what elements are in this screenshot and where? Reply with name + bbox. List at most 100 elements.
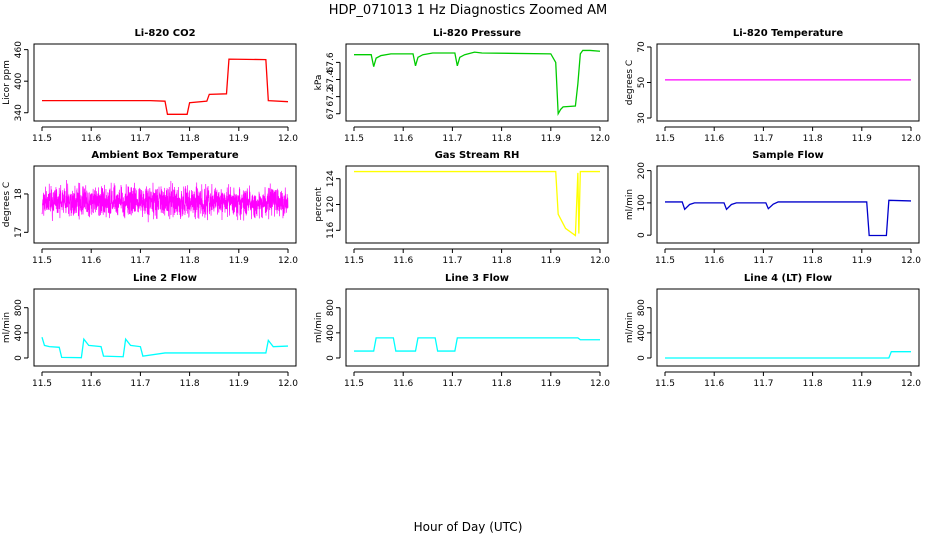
- x-tick-label: 11.5: [655, 256, 675, 266]
- x-tick-label: 11.9: [541, 134, 561, 144]
- figure-title: HDP_071013 1 Hz Diagnostics Zoomed AM: [329, 3, 608, 18]
- y-tick-label: 200: [637, 162, 647, 179]
- panel-title: Gas Stream RH: [435, 150, 520, 161]
- y-tick-label: 67.2: [326, 87, 336, 107]
- x-tick-label: 11.7: [753, 379, 773, 389]
- x-tick-label: 11.7: [442, 379, 462, 389]
- chart-panel: Li-820 Temperature 11.5 11.6 11.7 11.8 11.9 12…: [625, 28, 921, 144]
- plot-frame: [33, 165, 297, 244]
- panel-title: Ambient Box Temperature: [91, 150, 238, 161]
- x-tick-label: 11.9: [541, 256, 561, 266]
- y-tick-label: 124: [326, 170, 336, 187]
- y-tick-label: 67.6: [326, 52, 336, 72]
- x-tick-label: 11.8: [180, 256, 200, 266]
- y-axis-label: degrees C: [2, 182, 12, 227]
- x-tick-label: 11.6: [81, 379, 101, 389]
- panel-title: Line 4 (LT) Flow: [744, 273, 832, 284]
- x-tick-label: 12.0: [590, 256, 610, 266]
- y-tick-label: 30: [637, 112, 647, 124]
- x-tick-label: 11.7: [442, 256, 462, 266]
- y-axis-label: ml/min: [625, 312, 635, 343]
- x-tick-label: 11.7: [130, 256, 150, 266]
- x-tick-label: 11.9: [852, 134, 872, 144]
- data-series-line: [354, 337, 600, 352]
- plot-frame: [345, 165, 609, 244]
- x-tick-label: 11.9: [852, 379, 872, 389]
- panel-title: Line 2 Flow: [133, 273, 197, 284]
- panel-title: Sample Flow: [752, 150, 824, 161]
- x-tick-label: 11.8: [492, 379, 512, 389]
- x-tick-label: 12.0: [590, 379, 610, 389]
- y-tick-label: 800: [637, 299, 647, 316]
- x-tick-label: 11.5: [344, 134, 364, 144]
- x-tick-label: 11.9: [852, 256, 872, 266]
- y-tick-label: 400: [14, 72, 24, 89]
- chart-panel: Sample Flow 11.5 11.6 11.7 11.8 11.9 12.0 0 100 2…: [625, 150, 921, 266]
- panel-title: Line 3 Flow: [445, 273, 509, 284]
- chart-panel: Gas Stream RH 11.5 11.6 11.7 11.8 11.9 12.0 116…: [314, 150, 610, 266]
- y-tick-label: 70: [637, 41, 647, 53]
- x-tick-label: 12.0: [278, 379, 298, 389]
- y-tick-label: 18: [14, 188, 24, 200]
- data-series-line: [665, 351, 911, 359]
- y-tick-label: 0: [326, 355, 336, 361]
- x-tick-label: 11.8: [492, 134, 512, 144]
- x-tick-label: 11.9: [541, 379, 561, 389]
- y-tick-label: 50: [637, 77, 647, 89]
- plot-frame: [33, 288, 297, 367]
- data-series-line: [665, 199, 912, 237]
- x-tick-label: 11.9: [229, 256, 249, 266]
- chart-panel: Line 3 Flow 11.5 11.6 11.7 11.8 11.9 12.0 0 400 8…: [314, 273, 610, 389]
- x-tick-label: 11.5: [32, 379, 52, 389]
- x-tick-label: 11.6: [704, 256, 724, 266]
- y-axis-label: kPa: [314, 75, 324, 91]
- x-tick-label: 11.5: [344, 379, 364, 389]
- panel-title: Li-820 Temperature: [733, 28, 843, 39]
- figure-x-axis-label: Hour of Day (UTC): [414, 520, 523, 534]
- y-tick-label: 460: [14, 41, 24, 58]
- x-tick-label: 11.8: [803, 256, 823, 266]
- x-tick-label: 11.6: [704, 134, 724, 144]
- x-tick-label: 11.5: [32, 134, 52, 144]
- x-tick-label: 11.9: [229, 379, 249, 389]
- y-axis-label: ml/min: [2, 312, 12, 343]
- y-tick-label: 800: [326, 299, 336, 316]
- x-tick-label: 11.8: [492, 256, 512, 266]
- chart-panel: Line 2 Flow 11.5 11.6 11.7 11.8 11.9 12.0 0 400 8…: [2, 273, 298, 389]
- y-tick-label: 67: [326, 108, 336, 119]
- x-tick-label: 11.6: [81, 134, 101, 144]
- data-series-line: [41, 337, 289, 359]
- y-axis-label: degrees C: [625, 60, 635, 105]
- y-axis-label: ml/min: [625, 189, 635, 220]
- x-tick-label: 12.0: [901, 256, 921, 266]
- y-tick-label: 67.4: [326, 69, 336, 89]
- x-tick-label: 11.6: [81, 256, 101, 266]
- plot-frame: [656, 43, 920, 122]
- x-tick-label: 11.7: [442, 134, 462, 144]
- panel-title: Li-820 CO2: [134, 28, 195, 39]
- x-tick-label: 11.6: [393, 256, 413, 266]
- chart-panel: Ambient Box Temperature 11.5 11.6 11.7 11.8 1…: [2, 150, 298, 266]
- x-tick-label: 11.7: [753, 256, 773, 266]
- chart-panel: Li-820 Pressure 11.5 11.6 11.7 11.8 11.9 12.0 6…: [314, 28, 610, 144]
- chart-panel: Line 4 (LT) Flow 11.5 11.6 11.7 11.8 11.9 12.0…: [625, 273, 921, 389]
- data-series-line: [41, 179, 289, 223]
- y-axis-label: ml/min: [314, 312, 324, 343]
- x-tick-label: 11.5: [32, 256, 52, 266]
- x-tick-label: 11.5: [655, 134, 675, 144]
- y-axis-label: Licor ppm: [2, 60, 12, 105]
- y-tick-label: 340: [14, 104, 24, 121]
- y-tick-label: 0: [637, 232, 647, 238]
- x-tick-label: 11.6: [393, 134, 413, 144]
- y-tick-label: 116: [326, 221, 336, 238]
- data-series-line: [354, 170, 600, 237]
- plot-frame: [656, 165, 920, 244]
- y-axis-label: percent: [314, 187, 324, 222]
- x-tick-label: 11.7: [753, 134, 773, 144]
- x-tick-label: 12.0: [590, 134, 610, 144]
- x-tick-label: 11.5: [344, 256, 364, 266]
- y-tick-label: 400: [326, 324, 336, 341]
- data-series-line: [354, 49, 601, 116]
- x-tick-label: 11.8: [803, 379, 823, 389]
